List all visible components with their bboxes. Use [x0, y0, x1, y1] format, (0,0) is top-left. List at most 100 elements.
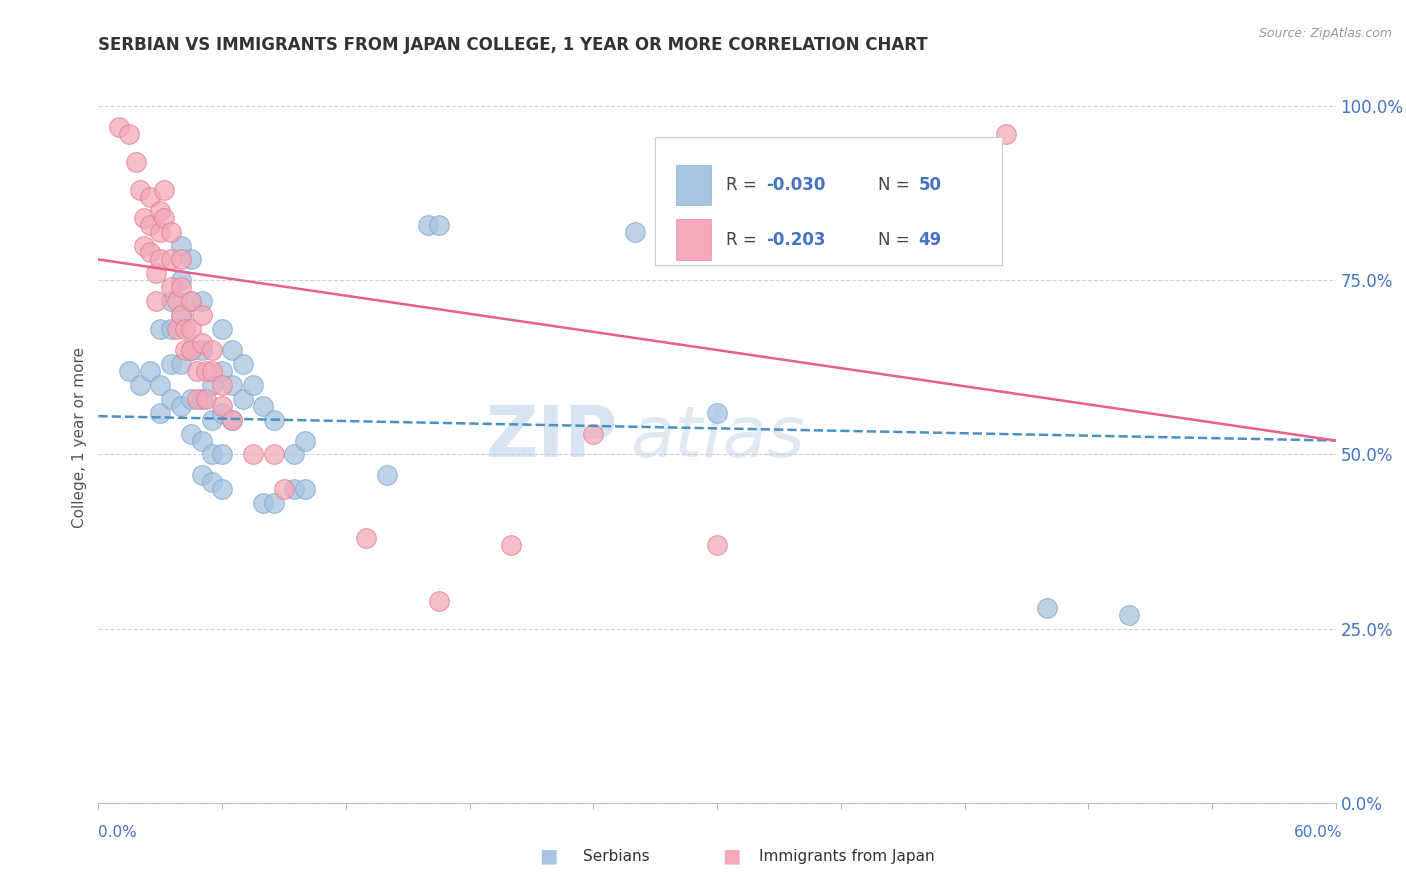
- Point: [170, 357, 193, 371]
- Point: [1118, 607, 1140, 622]
- Point: [427, 218, 450, 232]
- Point: [252, 496, 274, 510]
- Point: [153, 183, 176, 197]
- Point: [201, 448, 224, 462]
- Point: [149, 252, 172, 267]
- Text: ■: ■: [538, 847, 558, 866]
- Bar: [676, 219, 711, 260]
- Text: R =: R =: [725, 231, 762, 249]
- Point: [118, 127, 141, 141]
- Point: [1036, 600, 1059, 615]
- Point: [190, 308, 212, 322]
- Text: ZIP: ZIP: [486, 402, 619, 472]
- Point: [194, 364, 217, 378]
- Point: [186, 364, 208, 378]
- Text: atlas: atlas: [630, 402, 806, 472]
- Text: ■: ■: [721, 847, 741, 866]
- Point: [190, 294, 212, 309]
- Point: [201, 343, 224, 357]
- Point: [149, 322, 172, 336]
- Point: [201, 364, 224, 378]
- Point: [211, 364, 233, 378]
- Point: [159, 280, 181, 294]
- Point: [118, 364, 141, 378]
- Point: [273, 483, 295, 497]
- Point: [427, 594, 450, 608]
- Point: [201, 377, 224, 392]
- Point: [170, 280, 193, 294]
- Text: -0.203: -0.203: [766, 231, 827, 249]
- Point: [159, 225, 181, 239]
- Point: [159, 357, 181, 371]
- Point: [149, 225, 172, 239]
- Point: [211, 399, 233, 413]
- Point: [186, 392, 208, 406]
- Point: [211, 377, 233, 392]
- Point: [623, 225, 645, 239]
- Point: [242, 448, 264, 462]
- Point: [190, 336, 212, 351]
- Text: -0.030: -0.030: [766, 176, 825, 194]
- Point: [159, 392, 181, 406]
- Point: [190, 468, 212, 483]
- Point: [263, 412, 285, 426]
- Point: [582, 426, 605, 441]
- Point: [159, 294, 181, 309]
- Point: [128, 183, 150, 197]
- Point: [211, 406, 233, 420]
- Point: [201, 475, 224, 490]
- Point: [211, 448, 233, 462]
- Point: [174, 343, 197, 357]
- Point: [159, 322, 181, 336]
- Point: [418, 218, 440, 232]
- Point: [170, 273, 193, 287]
- Text: Source: ZipAtlas.com: Source: ZipAtlas.com: [1258, 27, 1392, 40]
- Point: [375, 468, 398, 483]
- Text: N =: N =: [877, 231, 915, 249]
- Point: [170, 399, 193, 413]
- Text: Serbians: Serbians: [583, 849, 650, 863]
- FancyBboxPatch shape: [655, 137, 1001, 265]
- Point: [994, 127, 1017, 141]
- Point: [180, 343, 202, 357]
- Point: [356, 531, 378, 545]
- Point: [149, 406, 172, 420]
- Point: [211, 322, 233, 336]
- Bar: [676, 165, 711, 205]
- Point: [132, 238, 155, 252]
- Point: [221, 343, 243, 357]
- Point: [139, 218, 162, 232]
- Point: [706, 406, 728, 420]
- Point: [201, 412, 224, 426]
- Point: [263, 448, 285, 462]
- Point: [180, 343, 202, 357]
- Point: [180, 252, 202, 267]
- Text: 50: 50: [918, 176, 942, 194]
- Point: [180, 294, 202, 309]
- Point: [159, 252, 181, 267]
- Point: [190, 392, 212, 406]
- Point: [132, 211, 155, 225]
- Point: [139, 190, 162, 204]
- Point: [139, 364, 162, 378]
- Point: [232, 392, 254, 406]
- Point: [174, 322, 197, 336]
- Point: [211, 483, 233, 497]
- Point: [180, 322, 202, 336]
- Point: [283, 483, 305, 497]
- Point: [190, 343, 212, 357]
- Point: [221, 412, 243, 426]
- Point: [149, 203, 172, 218]
- Text: N =: N =: [877, 176, 915, 194]
- Point: [166, 294, 188, 309]
- Text: SERBIAN VS IMMIGRANTS FROM JAPAN COLLEGE, 1 YEAR OR MORE CORRELATION CHART: SERBIAN VS IMMIGRANTS FROM JAPAN COLLEGE…: [98, 36, 928, 54]
- Point: [170, 308, 193, 322]
- Point: [180, 392, 202, 406]
- Point: [252, 399, 274, 413]
- Point: [180, 294, 202, 309]
- Point: [283, 448, 305, 462]
- Y-axis label: College, 1 year or more: College, 1 year or more: [72, 347, 87, 527]
- Point: [139, 245, 162, 260]
- Point: [294, 483, 316, 497]
- Point: [180, 426, 202, 441]
